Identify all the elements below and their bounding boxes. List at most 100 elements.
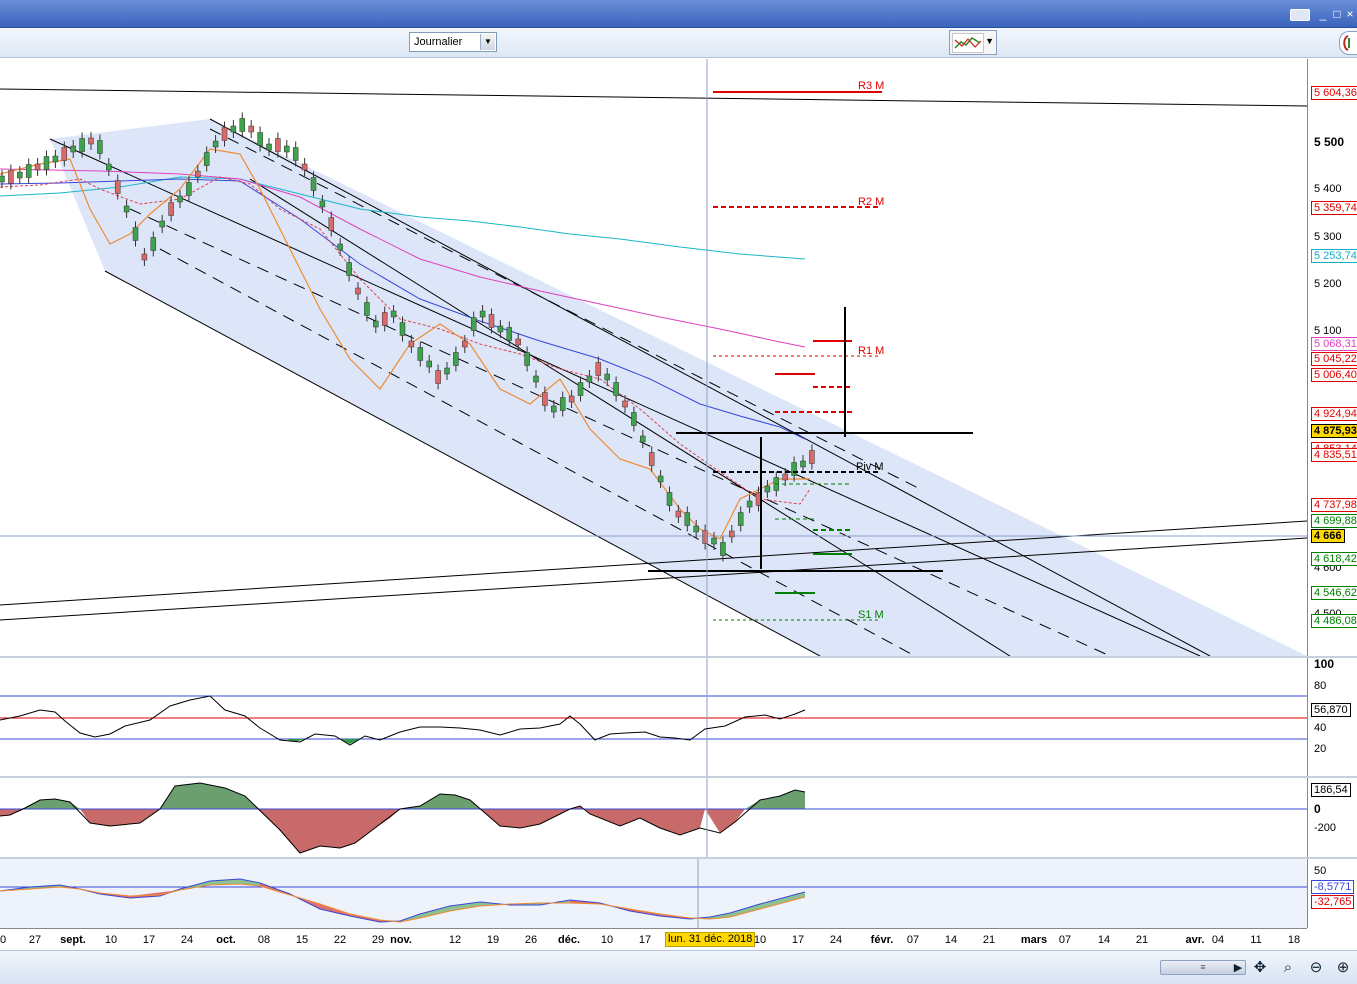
candle <box>52 155 59 163</box>
minimize-button[interactable]: _ <box>1319 7 1327 21</box>
candle <box>266 143 272 151</box>
price-axis[interactable]: 5 500 5 400 5 300 5 200 5 100 4 600 4 50… <box>1307 59 1357 656</box>
candle <box>159 220 165 228</box>
price-panel[interactable]: R3 M R2 M R1 M Piv M S1 M <box>0 59 1307 656</box>
chart-toolbar: Journalier ▼ ▼ <box>0 28 1357 58</box>
title-bar: _ □ × <box>0 0 1357 28</box>
date-tick: 17 <box>142 934 156 946</box>
macd-chart <box>0 859 1307 928</box>
candle <box>177 195 183 203</box>
candle <box>203 152 210 166</box>
candle <box>729 530 735 538</box>
price-level-tag: 5 068,31 <box>1311 337 1357 351</box>
rsi-tick: 40 <box>1314 722 1327 734</box>
date-tick: oct. <box>216 934 236 946</box>
rsi-axis[interactable]: 100 80 40 20 56,870 <box>1307 658 1357 776</box>
candle <box>230 125 237 133</box>
candle <box>132 227 139 241</box>
pivot-r3-label: R3 M <box>858 80 884 92</box>
close-button[interactable]: × <box>1346 7 1354 21</box>
price-level-tag: 5 253,74 <box>1311 249 1357 263</box>
candle <box>195 170 201 178</box>
price-level-tag: 5 006,40 <box>1311 368 1357 382</box>
candle <box>488 314 495 328</box>
price-tick: 5 200 <box>1314 278 1342 290</box>
candle <box>239 118 246 132</box>
candle <box>809 450 815 464</box>
candle <box>426 360 432 368</box>
play-icon[interactable]: ▶ <box>1233 962 1243 974</box>
keyboard-icon[interactable] <box>1290 9 1310 21</box>
chevron-down-icon[interactable]: ▼ <box>480 34 495 50</box>
date-tick: 10 <box>600 934 614 946</box>
date-tick: avr. <box>1185 934 1205 946</box>
candle <box>221 127 228 141</box>
maximize-button[interactable]: □ <box>1333 7 1341 21</box>
price-level-tag: 5 045,22 <box>1311 352 1357 366</box>
rsi-panel[interactable] <box>0 658 1307 776</box>
chevron-down-icon[interactable]: ▼ <box>985 36 994 46</box>
zoom-out-icon[interactable]: ⊖ <box>1309 959 1323 976</box>
candle <box>479 310 486 318</box>
price-level-tag: 4 486,08 <box>1311 614 1357 628</box>
candle <box>693 525 699 533</box>
drawing-tool-icon[interactable] <box>1339 31 1357 55</box>
price-tick: 5 300 <box>1314 231 1342 243</box>
date-tick: 24 <box>180 934 194 946</box>
candle <box>542 392 548 406</box>
candle <box>622 400 628 408</box>
macd-tick: 50 <box>1314 865 1327 877</box>
oscillator-axis[interactable]: 186,54 0 -200 <box>1307 778 1357 857</box>
candle <box>123 205 130 213</box>
rsi-tick: 100 <box>1314 658 1335 671</box>
macd-axis[interactable]: 50 -8,5771 -32,765 <box>1307 859 1357 928</box>
date-axis[interactable]: 0 27 sept. 10 17 24 oct. 08 15 22 29 nov. 12 19 26 déc.… <box>0 928 1307 950</box>
date-tick: nov. <box>390 934 412 946</box>
candle <box>435 370 441 384</box>
candle <box>390 310 397 318</box>
candle <box>631 412 637 426</box>
candle <box>577 382 584 396</box>
price-tick: 5 500 <box>1314 135 1345 149</box>
candle <box>186 182 192 196</box>
oscillator-panel[interactable] <box>0 778 1307 857</box>
zoom-fit-icon[interactable]: ⌕ <box>1283 959 1293 976</box>
candle <box>684 512 691 526</box>
candle <box>310 177 317 191</box>
candle <box>720 542 726 556</box>
date-tick: 04 <box>1211 934 1225 946</box>
candle <box>319 200 326 208</box>
rsi-value-tag: 56,870 <box>1311 703 1351 717</box>
date-tick: 22 <box>333 934 347 946</box>
candle <box>782 473 788 481</box>
candle <box>444 367 450 375</box>
price-level-tag: 4 875,93 <box>1311 424 1357 438</box>
horizontal-scrollbar-thumb[interactable]: ≡ <box>1160 960 1246 975</box>
indicators-button[interactable]: ▼ <box>949 30 997 55</box>
candle <box>737 512 744 526</box>
candle <box>141 253 148 261</box>
candle <box>586 375 593 383</box>
candle <box>248 125 254 133</box>
pan-icon[interactable]: ✥ <box>1253 959 1267 976</box>
macd-panel[interactable] <box>0 859 1307 928</box>
period-select-value: Journalier <box>414 36 463 48</box>
date-tick: mars <box>1020 934 1048 946</box>
price-level-tag: 5 604,36 <box>1311 86 1357 100</box>
price-level-tag: 4 666 <box>1311 529 1345 543</box>
candle <box>595 362 602 376</box>
date-tick: 14 <box>944 934 958 946</box>
price-level-tag: 4 924,94 <box>1311 407 1357 421</box>
date-tick: 07 <box>906 934 920 946</box>
zoom-in-icon[interactable]: ⊕ <box>1336 959 1350 976</box>
candle <box>346 262 352 276</box>
period-select[interactable]: Journalier ▼ <box>409 32 497 52</box>
price-level-tag: 4 699,88 <box>1311 514 1357 528</box>
candle <box>640 435 646 443</box>
date-tick: 27 <box>28 934 42 946</box>
pivot-r1-label: R1 M <box>858 345 884 357</box>
date-tick: 10 <box>753 934 767 946</box>
candle <box>70 145 76 153</box>
candle <box>301 163 308 171</box>
candle <box>453 352 459 366</box>
